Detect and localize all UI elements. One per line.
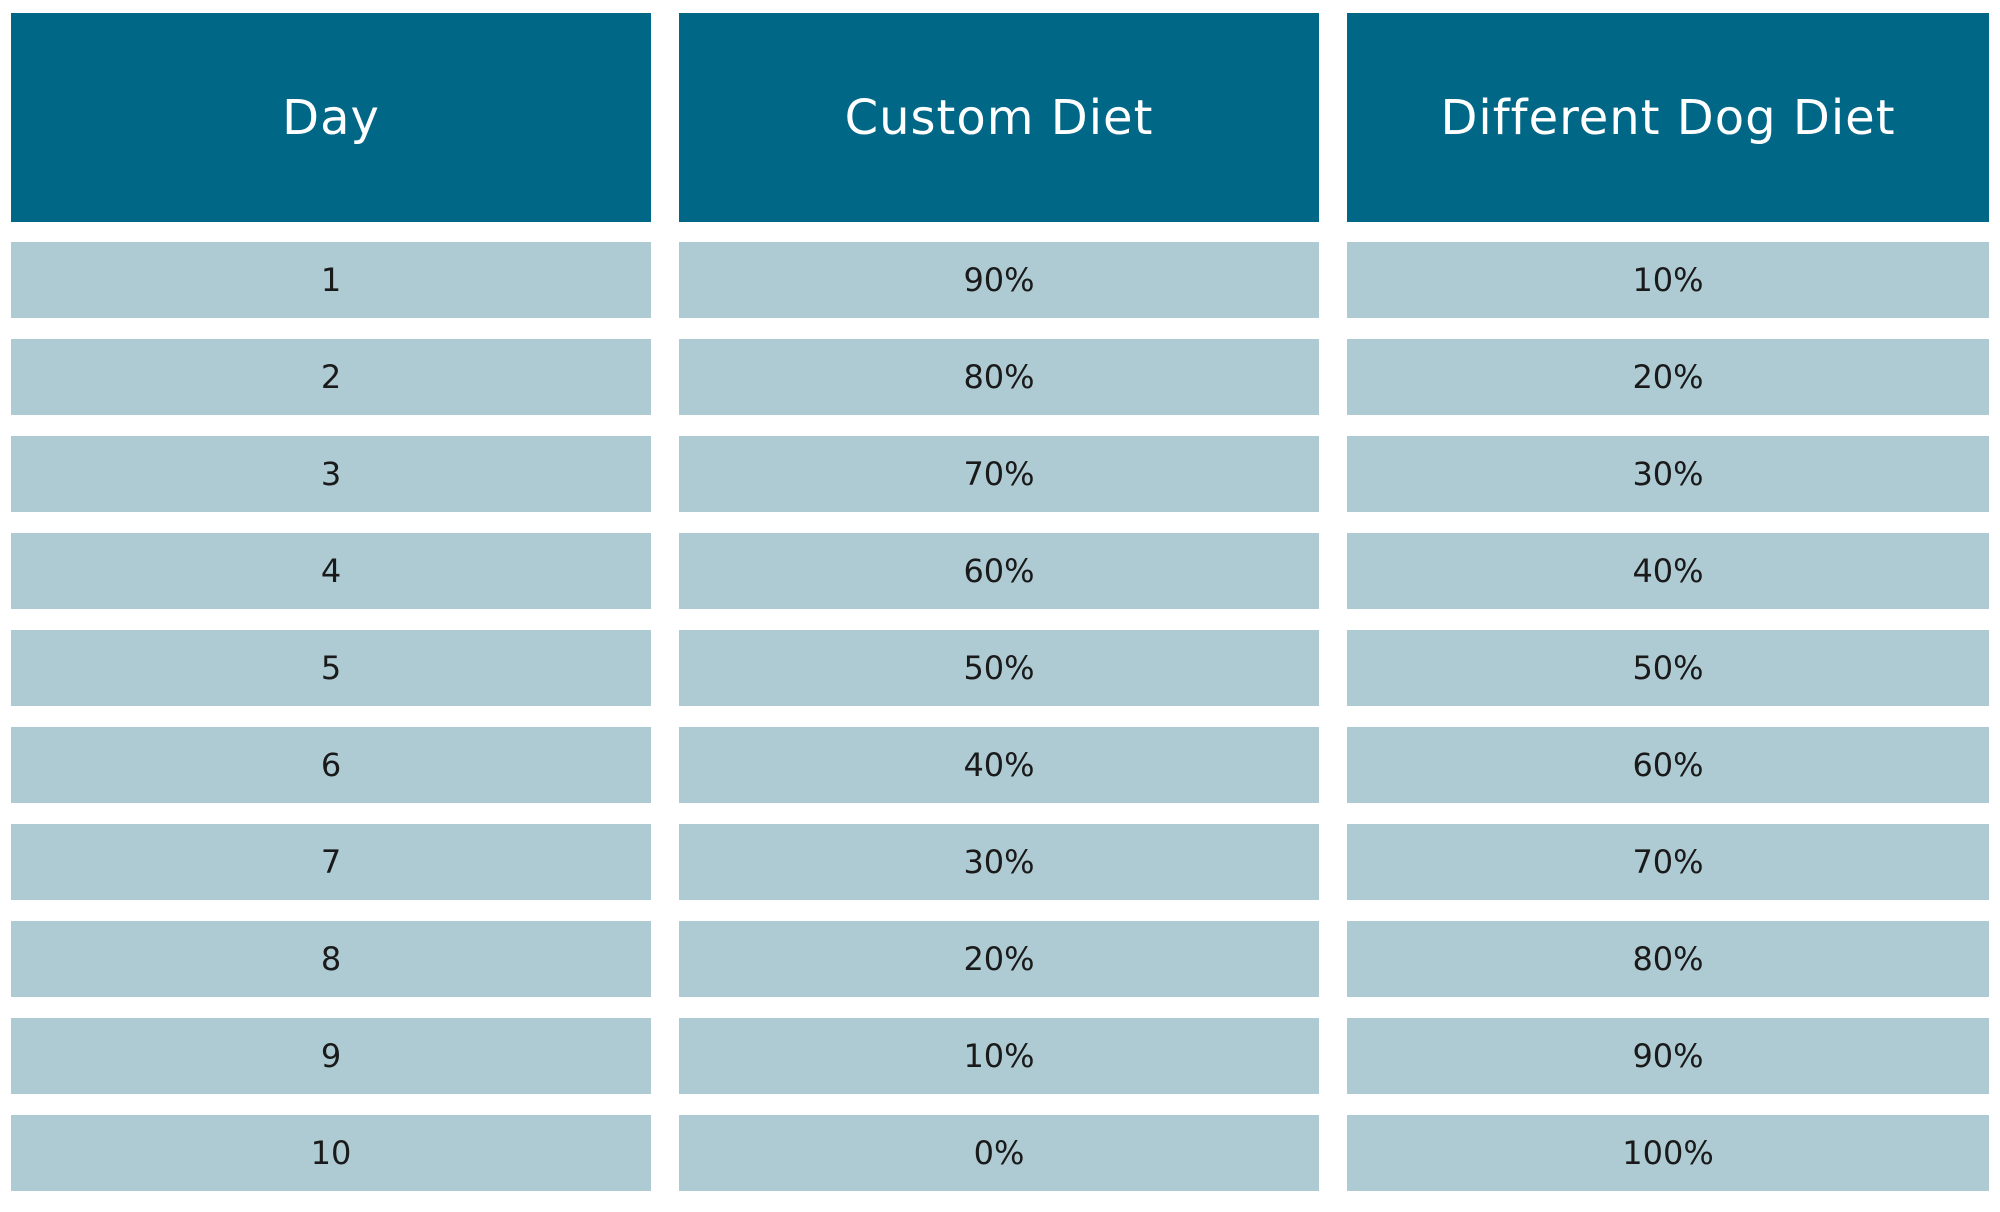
different-dog-diet-cell: 30%: [1347, 436, 1989, 512]
custom-diet-cell: 30%: [679, 824, 1319, 900]
custom-diet-cell: 50%: [679, 630, 1319, 706]
day-cell: 4: [11, 533, 651, 609]
header-different-dog-diet: Different Dog Diet: [1347, 13, 1989, 222]
custom-diet-cell: 60%: [679, 533, 1319, 609]
custom-diet-cell: 80%: [679, 339, 1319, 415]
day-cell: 3: [11, 436, 651, 512]
day-cell: 6: [11, 727, 651, 803]
custom-diet-cell: 70%: [679, 436, 1319, 512]
different-dog-diet-cell: 10%: [1347, 242, 1989, 318]
custom-diet-cell: 20%: [679, 921, 1319, 997]
header-custom-diet: Custom Diet: [679, 13, 1319, 222]
day-cell: 7: [11, 824, 651, 900]
day-cell: 8: [11, 921, 651, 997]
custom-diet-cell: 90%: [679, 242, 1319, 318]
day-cell: 9: [11, 1018, 651, 1094]
header-day: Day: [11, 13, 651, 222]
different-dog-diet-cell: 70%: [1347, 824, 1989, 900]
day-cell: 10: [11, 1115, 651, 1191]
day-cell: 1: [11, 242, 651, 318]
different-dog-diet-cell: 90%: [1347, 1018, 1989, 1094]
different-dog-diet-cell: 20%: [1347, 339, 1989, 415]
custom-diet-cell: 40%: [679, 727, 1319, 803]
different-dog-diet-cell: 50%: [1347, 630, 1989, 706]
day-cell: 2: [11, 339, 651, 415]
custom-diet-cell: 10%: [679, 1018, 1319, 1094]
different-dog-diet-cell: 40%: [1347, 533, 1989, 609]
different-dog-diet-cell: 100%: [1347, 1115, 1989, 1191]
different-dog-diet-cell: 60%: [1347, 727, 1989, 803]
custom-diet-cell: 0%: [679, 1115, 1319, 1191]
diet-transition-table: Day Custom Diet Different Dog Diet 1 90%…: [11, 13, 1989, 1212]
different-dog-diet-cell: 80%: [1347, 921, 1989, 997]
day-cell: 5: [11, 630, 651, 706]
